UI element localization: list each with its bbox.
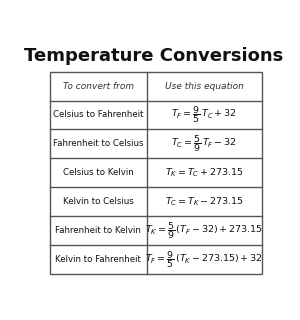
Text: $T_K = \dfrac{5}{9}\,(T_F - 32) + 273.15$: $T_K = \dfrac{5}{9}\,(T_F - 32) + 273.15…: [145, 220, 263, 241]
Text: $T_K = T_C + 273.15$: $T_K = T_C + 273.15$: [165, 166, 244, 179]
Text: Celsius to Kelvin: Celsius to Kelvin: [63, 168, 134, 177]
Text: To convert from: To convert from: [63, 82, 134, 91]
Text: $T_C = T_K - 273.15$: $T_C = T_K - 273.15$: [165, 195, 244, 208]
Text: $T_F = \dfrac{9}{5}\, T_C + 32$: $T_F = \dfrac{9}{5}\, T_C + 32$: [171, 105, 237, 125]
Text: Use this equation: Use this equation: [165, 82, 244, 91]
Text: $T_C = \dfrac{5}{9}\, T_F - 32$: $T_C = \dfrac{5}{9}\, T_F - 32$: [171, 133, 237, 154]
Text: Fahrenheit to Kelvin: Fahrenheit to Kelvin: [56, 226, 141, 235]
Text: Kelvin to Fahrenheit: Kelvin to Fahrenheit: [56, 255, 141, 264]
Text: Temperature Conversions: Temperature Conversions: [24, 47, 284, 65]
Text: Celsius to Fahrenheit: Celsius to Fahrenheit: [53, 110, 144, 119]
Text: Kelvin to Celsius: Kelvin to Celsius: [63, 197, 134, 206]
Text: $T_F = \dfrac{9}{5}\,(T_K - 273.15) + 32$: $T_F = \dfrac{9}{5}\,(T_K - 273.15) + 32…: [145, 249, 263, 270]
Text: Fahrenheit to Celsius: Fahrenheit to Celsius: [53, 139, 144, 148]
